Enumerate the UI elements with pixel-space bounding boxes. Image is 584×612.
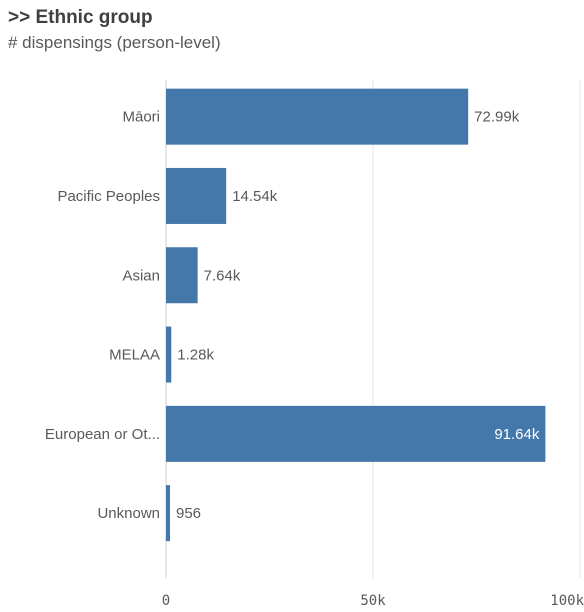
bar	[166, 405, 546, 462]
chart-header: >> Ethnic group # dispensings (person-le…	[8, 6, 221, 54]
x-tick-label: 0	[162, 593, 170, 609]
x-tick-label: 100k	[550, 593, 584, 609]
bar	[166, 88, 469, 145]
bar	[166, 326, 172, 383]
x-tick-label: 50k	[360, 593, 386, 609]
category-label: Unknown	[97, 505, 160, 522]
category-label: Māori	[122, 109, 160, 126]
category-label: Pacific Peoples	[57, 188, 160, 205]
bar	[166, 485, 170, 542]
chart-title: >> Ethnic group	[8, 7, 153, 28]
data-label: 7.64k	[204, 267, 241, 284]
chart-subtitle: # dispensings (person-level)	[8, 33, 221, 52]
data-label: 14.54k	[232, 188, 278, 205]
category-label: European or Ot...	[45, 426, 160, 443]
bar	[166, 247, 198, 304]
data-label: 91.64k	[494, 426, 540, 443]
data-label: 72.99k	[474, 109, 520, 126]
data-label: 1.28k	[177, 347, 214, 364]
data-label: 956	[176, 505, 201, 522]
category-label: MELAA	[109, 347, 160, 364]
category-label: Asian	[122, 267, 160, 284]
bar	[166, 167, 227, 224]
